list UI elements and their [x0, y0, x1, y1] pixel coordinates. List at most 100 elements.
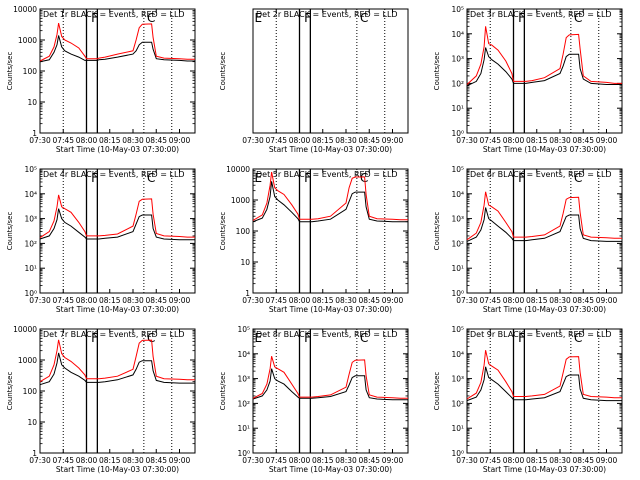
x-axis-label: Start Time (10-May-03 07:30:00): [483, 305, 606, 314]
x-tick-label: 08:00: [76, 296, 98, 305]
y-axis-label: Counts/sec: [219, 212, 227, 251]
x-tick-label: 08:00: [289, 296, 311, 305]
series-line-events: [39, 352, 195, 386]
x-tick-label: 09:00: [596, 136, 618, 145]
flag-letter: C: [360, 11, 368, 25]
x-tick-label: 09:00: [169, 296, 191, 305]
series-line-lld: [466, 191, 622, 241]
y-tick-label: 10³: [237, 375, 250, 384]
x-tick-label: 08:00: [503, 136, 525, 145]
y-tick-label: 100: [236, 227, 251, 236]
y-tick-label: 10000: [13, 325, 37, 334]
y-tick-label: 10¹: [451, 264, 464, 273]
series-line-lld: [39, 339, 195, 383]
chart-panel-4: Det 4r BLACK = Events, RED = LLD 07:30 07:…: [6, 165, 196, 314]
flag-letter: C: [574, 171, 582, 185]
plot-frame: [252, 8, 409, 134]
chart-panel-1: Det 1r BLACK = Events, RED = LLD 07:30 07:…: [6, 5, 196, 154]
x-tick-label: 09:00: [382, 296, 404, 305]
x-axis-label: Start Time (10-May-03 07:30:00): [56, 145, 179, 154]
x-tick-label: 09:00: [382, 136, 404, 145]
series-line-events: [466, 366, 622, 402]
x-axis-label: Start Time (10-May-03 07:30:00): [483, 145, 606, 154]
y-tick-label: 10⁵: [451, 165, 464, 174]
y-tick-label: 10¹: [24, 264, 37, 273]
plot-frame: [466, 168, 623, 294]
chart-title: Det 6r BLACK = Events, RED = LLD: [470, 170, 612, 179]
series-line-lld: [252, 356, 408, 399]
series-line-lld: [466, 350, 622, 400]
y-tick-label: 10⁵: [24, 165, 37, 174]
x-tick-label: 08:30: [122, 296, 144, 305]
chart-panel-2: Det 2r BLACK = Events, RED = LLD 07:30 07:…: [219, 8, 409, 154]
series-line-events: [39, 208, 195, 241]
flag-letter: C: [147, 171, 155, 185]
plot-frame: [39, 168, 196, 294]
x-tick-label: 08:30: [549, 456, 571, 465]
x-tick-label: 07:30: [456, 136, 478, 145]
x-axis-label: Start Time (10-May-03 07:30:00): [56, 305, 179, 314]
chart-title: Det 1r BLACK = Events, RED = LLD: [43, 10, 185, 19]
y-tick-label: 10²: [451, 239, 464, 248]
series-line-events: [39, 35, 195, 63]
flag-letter: E: [255, 171, 263, 185]
flag-letter: E: [255, 331, 263, 345]
y-tick-label: 10: [27, 418, 37, 427]
x-tick-label: 08:00: [289, 136, 311, 145]
y-tick-label: 10⁰: [451, 289, 464, 298]
flag-letter: C: [147, 331, 155, 345]
x-tick-label: 07:30: [242, 136, 264, 145]
y-tick-label: 1: [32, 129, 37, 138]
x-tick-label: 07:45: [265, 296, 287, 305]
y-tick-label: 10²: [451, 79, 464, 88]
x-tick-label: 09:00: [169, 456, 191, 465]
y-tick-label: 10⁴: [237, 350, 250, 359]
x-tick-label: 08:30: [122, 136, 144, 145]
y-tick-label: 10: [27, 98, 37, 107]
chart-panel-7: Det 7r BLACK = Events, RED = LLD 07:30 07:…: [6, 325, 196, 474]
flag-letter: C: [360, 331, 368, 345]
x-tick-label: 07:30: [242, 456, 264, 465]
x-tick-label: 07:30: [29, 296, 51, 305]
flag-letter: F: [91, 11, 98, 25]
x-tick-label: 08:00: [289, 456, 311, 465]
x-tick-label: 09:00: [596, 296, 618, 305]
x-tick-label: 07:30: [29, 456, 51, 465]
chart-title: Det 8r BLACK = Events, RED = LLD: [256, 330, 398, 339]
x-tick-label: 08:45: [358, 296, 380, 305]
x-tick-label: 08:30: [335, 136, 357, 145]
y-tick-label: 1: [245, 289, 250, 298]
x-tick-label: 08:15: [99, 296, 121, 305]
y-tick-label: 1000: [18, 356, 37, 365]
y-tick-label: 10³: [451, 375, 464, 384]
flag-letter: C: [360, 171, 368, 185]
y-tick-label: 10: [240, 258, 250, 267]
x-tick-label: 09:00: [169, 136, 191, 145]
y-tick-label: 100: [23, 67, 38, 76]
x-tick-label: 08:45: [145, 136, 167, 145]
x-tick-label: 08:15: [312, 456, 334, 465]
y-tick-label: 10⁴: [24, 190, 37, 199]
y-tick-label: 10³: [451, 215, 464, 224]
series-line-events: [252, 181, 408, 223]
y-tick-label: 10²: [24, 239, 37, 248]
series-line-lld: [466, 26, 622, 85]
flag-letter: F: [518, 171, 525, 185]
y-tick-label: 10⁰: [237, 449, 250, 458]
plot-frame: [466, 328, 623, 454]
x-axis-label: Start Time (10-May-03 07:30:00): [269, 465, 392, 474]
x-tick-label: 08:30: [335, 296, 357, 305]
flag-letter: C: [574, 11, 582, 25]
chart-title: Det 4r BLACK = Events, RED = LLD: [43, 170, 185, 179]
y-tick-label: 10⁵: [451, 5, 464, 14]
y-tick-label: 10⁵: [451, 325, 464, 334]
x-axis-label: Start Time (10-May-03 07:30:00): [483, 465, 606, 474]
y-tick-label: 10¹: [451, 104, 464, 113]
y-tick-label: 10⁰: [451, 449, 464, 458]
y-tick-label: 1000: [231, 196, 250, 205]
x-tick-label: 07:45: [52, 456, 74, 465]
chart-panel-5: Det 5r BLACK = Events, RED = LLD 07:30 07:…: [219, 165, 409, 314]
y-tick-label: 10⁴: [451, 190, 464, 199]
x-tick-label: 08:30: [549, 296, 571, 305]
plot-frame: [466, 8, 623, 134]
